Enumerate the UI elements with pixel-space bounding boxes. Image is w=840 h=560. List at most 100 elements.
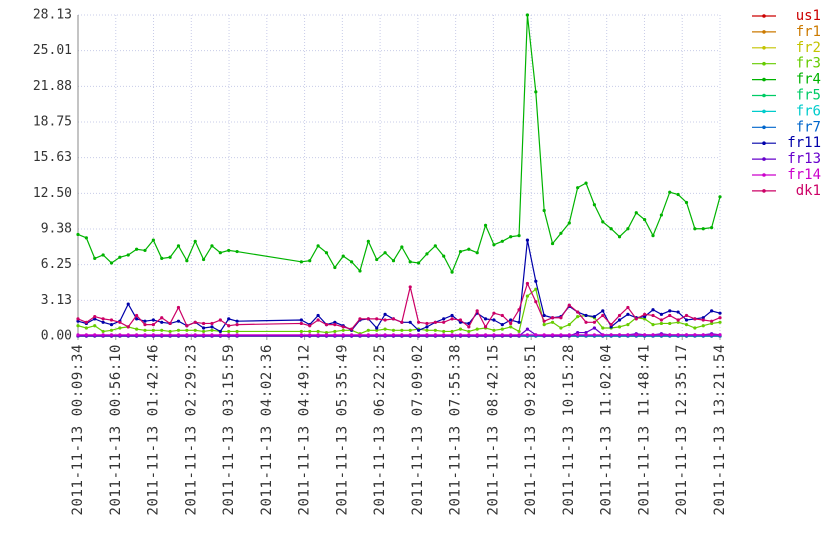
data-point	[492, 328, 496, 332]
data-point	[109, 322, 114, 327]
data-point	[525, 13, 530, 17]
data-point	[442, 254, 446, 258]
x-tick-label: 2011-11-13 00:56:10	[108, 344, 124, 516]
data-point	[693, 317, 697, 321]
data-point	[684, 318, 689, 322]
data-point	[458, 327, 463, 331]
data-point	[693, 333, 697, 337]
data-point	[349, 260, 354, 264]
data-point	[176, 305, 181, 310]
data-point	[333, 329, 337, 334]
data-point	[109, 318, 114, 322]
data-point	[710, 321, 714, 326]
legend-label: fr5	[796, 88, 821, 104]
data-point	[235, 319, 239, 323]
data-point	[509, 321, 513, 326]
data-point	[509, 325, 513, 329]
data-point	[210, 333, 214, 337]
x-tick-label: 2011-11-13 04:49:12	[297, 344, 313, 516]
y-tick-label: 21.88	[33, 79, 72, 94]
data-point	[442, 320, 446, 324]
data-point	[126, 302, 130, 306]
data-point	[534, 287, 538, 291]
data-point	[525, 327, 530, 331]
data-point	[76, 333, 80, 337]
data-point	[151, 328, 155, 332]
data-point	[151, 322, 155, 327]
data-point	[559, 326, 563, 330]
data-point	[601, 309, 605, 313]
data-point	[218, 329, 222, 334]
y-tick-label: 6.25	[41, 257, 72, 272]
data-point	[218, 251, 222, 255]
data-point	[559, 316, 563, 320]
data-point	[651, 308, 655, 312]
series-line	[77, 240, 721, 333]
data-point	[676, 333, 680, 337]
data-point	[227, 248, 231, 253]
data-point	[668, 190, 672, 194]
legend-label: fr1	[796, 24, 821, 40]
data-point	[383, 327, 387, 331]
data-point	[176, 333, 181, 337]
data-point	[201, 329, 206, 334]
data-point	[559, 333, 563, 337]
data-point	[584, 320, 588, 324]
data-point	[126, 253, 130, 257]
data-point	[701, 316, 705, 320]
data-point	[227, 333, 231, 337]
x-tick-label: 2011-11-13 10:15:28	[561, 344, 577, 516]
data-point	[366, 328, 370, 332]
data-point	[634, 211, 638, 215]
data-point	[550, 316, 555, 320]
legend-marker	[762, 189, 766, 193]
data-point	[416, 333, 421, 337]
data-point	[659, 318, 663, 322]
data-point	[550, 320, 555, 324]
y-tick-label: 25.01	[33, 43, 72, 58]
data-point	[617, 325, 622, 329]
data-point	[634, 317, 638, 321]
data-point	[358, 317, 362, 321]
data-point	[701, 324, 705, 328]
data-point	[509, 318, 513, 322]
data-point	[160, 328, 164, 332]
data-point	[475, 251, 479, 255]
data-point	[84, 236, 88, 240]
data-point	[442, 317, 446, 321]
data-point	[391, 259, 396, 263]
data-point	[160, 320, 164, 324]
data-point	[542, 333, 546, 337]
data-point	[316, 313, 320, 318]
data-point	[93, 315, 97, 319]
legend-marker	[762, 30, 766, 34]
y-tick-label: 9.38	[41, 222, 72, 237]
data-point	[349, 327, 354, 331]
data-point	[450, 329, 454, 334]
data-point	[299, 318, 303, 322]
data-point	[659, 312, 663, 316]
data-point	[408, 320, 412, 324]
data-point	[601, 326, 605, 330]
data-point	[676, 310, 680, 314]
data-point	[542, 208, 546, 213]
data-point	[176, 319, 181, 323]
data-point	[592, 333, 597, 337]
data-point	[651, 322, 655, 327]
data-point	[710, 226, 714, 230]
data-point	[324, 330, 329, 335]
data-point	[676, 192, 680, 197]
data-point	[299, 321, 303, 326]
legend-marker	[762, 125, 766, 130]
data-point	[316, 329, 320, 334]
data-point	[101, 317, 105, 321]
data-point	[626, 312, 630, 316]
data-point	[358, 333, 362, 337]
data-point	[584, 333, 588, 337]
data-point	[617, 235, 622, 239]
data-point	[316, 318, 320, 322]
data-point	[483, 317, 488, 321]
data-point	[366, 239, 370, 243]
data-point	[210, 328, 214, 332]
